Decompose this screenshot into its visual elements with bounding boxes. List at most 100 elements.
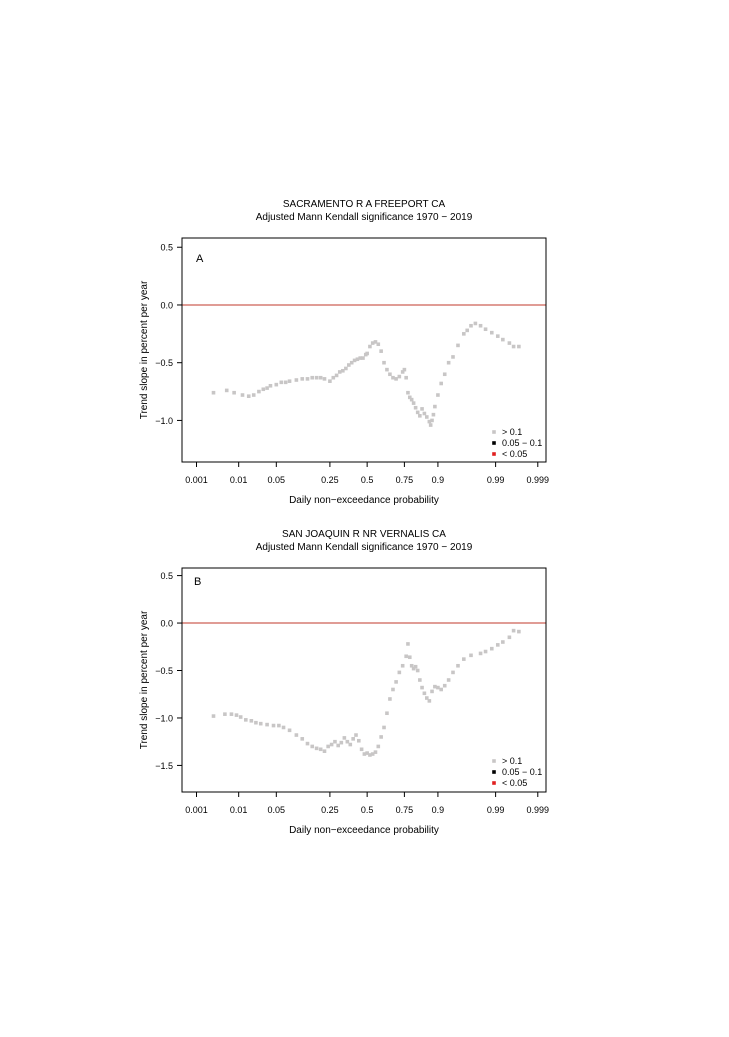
chart-title: SACRAMENTO R A FREEPORT CA bbox=[283, 199, 446, 210]
data-point bbox=[354, 733, 358, 737]
data-point bbox=[341, 368, 345, 373]
data-point bbox=[425, 696, 429, 700]
x-tick-label: 0.9 bbox=[432, 805, 445, 815]
data-point bbox=[318, 375, 323, 380]
data-point bbox=[294, 733, 299, 737]
data-point bbox=[407, 395, 412, 400]
data-point bbox=[257, 389, 261, 394]
data-point bbox=[348, 742, 353, 747]
data-point bbox=[281, 725, 286, 730]
x-tick-label: 0.9 bbox=[432, 475, 445, 485]
data-point bbox=[305, 741, 310, 746]
data-point bbox=[229, 712, 234, 716]
x-tick-label: 0.001 bbox=[185, 475, 208, 485]
data-point bbox=[507, 635, 512, 640]
panel-label: B bbox=[194, 576, 201, 588]
x-tick-label: 0.5 bbox=[361, 805, 374, 815]
data-point bbox=[314, 746, 319, 751]
data-point bbox=[473, 321, 478, 326]
data-point bbox=[501, 640, 505, 644]
data-point bbox=[478, 323, 483, 328]
data-point bbox=[322, 377, 327, 381]
data-point bbox=[478, 651, 483, 656]
data-point bbox=[355, 357, 360, 362]
data-point bbox=[411, 401, 416, 405]
chart-subtitle: Adjusted Mann Kendall significance 1970 … bbox=[256, 542, 473, 553]
data-point bbox=[211, 714, 216, 718]
data-point bbox=[517, 629, 521, 634]
data-point bbox=[483, 649, 488, 654]
legend: > 0.10.05 − 0.1< 0.05 bbox=[492, 427, 542, 459]
legend-marker bbox=[492, 430, 496, 434]
legend-marker bbox=[492, 781, 496, 785]
x-axis-label: Daily non−exceedance probability bbox=[289, 825, 439, 836]
plot-frame bbox=[181, 567, 547, 793]
data-point bbox=[238, 715, 243, 719]
y-tick-label: −1.5 bbox=[155, 761, 173, 771]
legend-label: 0.05 − 0.1 bbox=[502, 767, 542, 777]
data-point bbox=[451, 355, 455, 359]
data-points bbox=[211, 321, 521, 427]
data-point bbox=[268, 383, 273, 388]
data-point bbox=[376, 744, 381, 749]
legend-label: > 0.1 bbox=[502, 756, 522, 766]
data-point bbox=[265, 386, 269, 390]
data-point bbox=[495, 643, 500, 647]
data-point bbox=[344, 366, 348, 371]
data-point bbox=[451, 670, 455, 675]
data-point bbox=[326, 744, 330, 749]
data-point bbox=[382, 725, 386, 730]
chart-subtitle: Adjusted Mann Kendall significance 1970 … bbox=[256, 212, 473, 223]
x-tick-label: 0.05 bbox=[268, 805, 286, 815]
data-point bbox=[234, 713, 239, 717]
data-point bbox=[362, 752, 367, 756]
data-point bbox=[265, 722, 269, 727]
data-point bbox=[370, 752, 375, 756]
data-point bbox=[425, 415, 429, 419]
data-point bbox=[258, 721, 263, 726]
data-point bbox=[433, 404, 437, 409]
data-point bbox=[310, 744, 315, 749]
data-point bbox=[406, 390, 410, 395]
data-point bbox=[359, 747, 364, 752]
data-point bbox=[394, 680, 398, 684]
data-point bbox=[430, 418, 434, 423]
data-point bbox=[409, 663, 414, 668]
data-point bbox=[402, 367, 407, 372]
data-point bbox=[511, 628, 516, 633]
data-point bbox=[361, 356, 365, 360]
data-point bbox=[388, 697, 392, 701]
data-point bbox=[483, 327, 488, 332]
data-point bbox=[418, 678, 422, 682]
data-point bbox=[333, 739, 337, 744]
x-tick-label: 0.01 bbox=[230, 475, 248, 485]
legend: > 0.10.05 − 0.1< 0.05 bbox=[492, 756, 542, 788]
data-point bbox=[368, 753, 372, 757]
data-point bbox=[409, 397, 414, 402]
data-point bbox=[420, 407, 424, 411]
x-tick-label: 0.99 bbox=[487, 805, 505, 815]
data-point bbox=[397, 374, 402, 379]
data-point bbox=[379, 349, 383, 353]
data-point bbox=[223, 712, 227, 716]
legend-label: > 0.1 bbox=[502, 427, 522, 437]
x-tick-label: 0.5 bbox=[361, 475, 374, 485]
data-point bbox=[465, 328, 469, 333]
data-point bbox=[391, 687, 395, 692]
data-point bbox=[251, 393, 256, 397]
x-tick-label: 0.75 bbox=[396, 475, 414, 485]
data-point bbox=[406, 642, 410, 646]
data-point bbox=[427, 699, 432, 703]
data-point bbox=[436, 393, 440, 397]
data-point bbox=[329, 742, 334, 747]
y-tick-label: −0.5 bbox=[155, 666, 173, 676]
data-point bbox=[334, 373, 339, 378]
data-point bbox=[358, 356, 363, 360]
data-point bbox=[382, 360, 386, 365]
data-point bbox=[342, 736, 347, 740]
data-point bbox=[224, 388, 229, 393]
x-tick-label: 0.75 bbox=[396, 805, 414, 815]
data-point bbox=[456, 343, 460, 348]
data-point bbox=[456, 663, 460, 668]
data-point bbox=[337, 370, 342, 374]
